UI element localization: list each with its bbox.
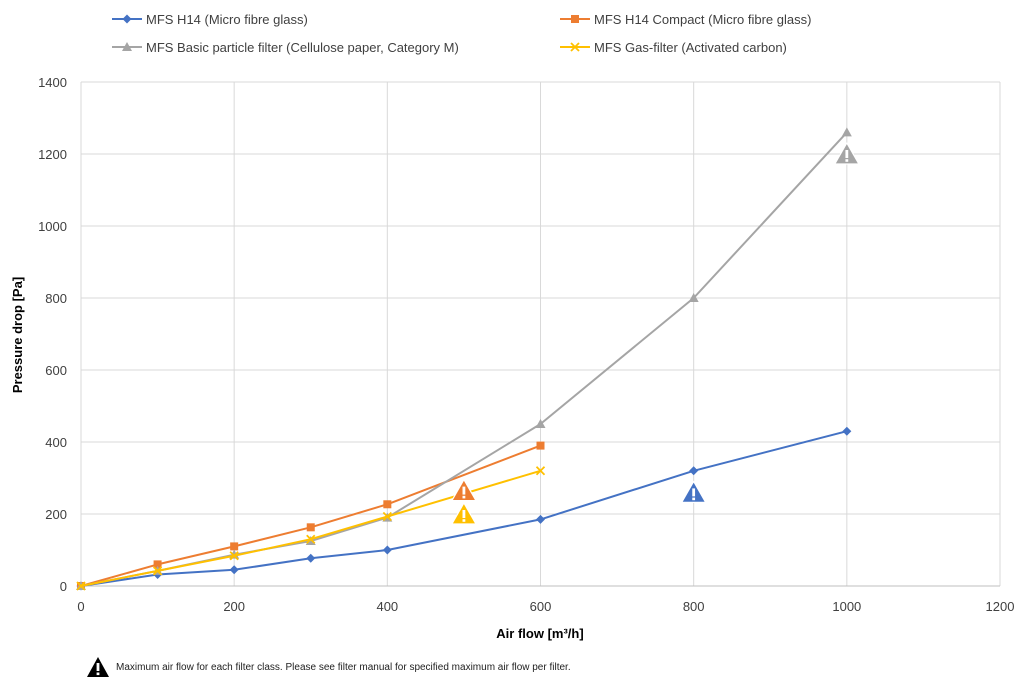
legend-item-3: MFS Basic particle filter (Cellulose pap…: [112, 40, 459, 55]
series-line: [80, 469, 541, 587]
data-point: [229, 551, 239, 561]
warning-triangle-icon: [451, 479, 477, 502]
max-airflow-warnings: [451, 142, 860, 525]
footnote: Maximum air flow for each filter class. …: [86, 656, 571, 678]
warning-triangle-icon: [451, 502, 477, 525]
warning-exclamation-dot: [845, 159, 849, 162]
data-point: [689, 466, 699, 476]
warning-triangle-icon: [834, 142, 860, 165]
footnote-text: Maximum air flow for each filter class. …: [116, 661, 571, 673]
chart-series: [76, 127, 852, 591]
data-point: [306, 523, 315, 532]
x-tick-label: 1200: [986, 599, 1015, 614]
data-point: [152, 566, 163, 576]
data-point: [535, 419, 546, 428]
x-tick-label: 400: [376, 599, 398, 614]
legend-label: MFS H14 Compact (Micro fibre glass): [594, 12, 811, 27]
legend-label: MFS Basic particle filter (Cellulose pap…: [146, 40, 459, 55]
warning-triangle-icon: [87, 657, 109, 677]
legend-marker: [571, 15, 579, 23]
data-point: [230, 542, 239, 551]
data-point: [535, 466, 546, 476]
legend-marker: [122, 14, 132, 24]
legend-item-1: MFS H14 (Micro fibre glass): [112, 12, 308, 27]
warning-exclamation-bar: [462, 486, 466, 495]
y-tick-label: 1000: [38, 219, 67, 234]
y-tick-label: 800: [45, 291, 67, 306]
x-tick-label: 200: [223, 599, 245, 614]
y-tick-label: 600: [45, 363, 67, 378]
y-tick-label: 200: [45, 507, 67, 522]
legend-label: MFS Gas-filter (Activated carbon): [594, 40, 787, 55]
y-tick-label: 400: [45, 435, 67, 450]
data-point: [842, 426, 852, 436]
data-point: [306, 553, 316, 563]
data-point: [841, 127, 852, 137]
data-point: [536, 441, 545, 450]
warning-exclamation-dot: [692, 497, 696, 501]
y-tick-label: 1200: [38, 147, 67, 162]
legend-item-2: MFS H14 Compact (Micro fibre glass): [560, 12, 811, 27]
x-tick-label: 600: [530, 599, 552, 614]
data-point: [536, 514, 545, 524]
data-point: [383, 500, 392, 509]
data-point: [76, 581, 86, 591]
data-point: [153, 560, 162, 569]
x-tick-label: 1000: [832, 599, 861, 614]
x-tick-label: 800: [683, 599, 705, 614]
y-axis-title: Pressure drop [Pa]: [10, 277, 25, 393]
chart-legend: MFS H14 (Micro fibre glass) MFS H14 Compa…: [112, 12, 811, 55]
y-tick-label: 0: [60, 579, 67, 594]
warning-exclamation-dot: [462, 495, 466, 499]
data-point: [382, 511, 392, 522]
data-point: [382, 545, 392, 555]
chart-gridlines: [80, 81, 1001, 587]
data-point: [229, 565, 239, 575]
chart-axes: 0 200 400 600 800 1000 1200 1400 0 200 400 600 800 10…: [38, 75, 1014, 614]
warning-exclamation-bar: [462, 510, 466, 518]
warning-exclamation-bar: [692, 488, 696, 497]
warning-exclamation-bar: [845, 150, 849, 158]
x-axis-title: Air flow [m³/h]: [496, 626, 583, 641]
series-4: [76, 466, 546, 591]
warning-triangle-icon: [681, 480, 707, 503]
data-point: [688, 293, 699, 302]
legend-item-4: MFS Gas-filter (Activated carbon): [560, 40, 787, 55]
legend-label: MFS H14 (Micro fibre glass): [146, 12, 308, 27]
series-line: [80, 444, 541, 587]
warning-exclamation-dot: [462, 519, 466, 522]
legend-marker: [570, 42, 580, 52]
y-tick-label: 1400: [38, 75, 67, 90]
data-point: [306, 534, 316, 544]
legend-marker: [122, 42, 132, 51]
x-tick-label: 0: [77, 599, 84, 614]
series-line: [80, 430, 848, 587]
